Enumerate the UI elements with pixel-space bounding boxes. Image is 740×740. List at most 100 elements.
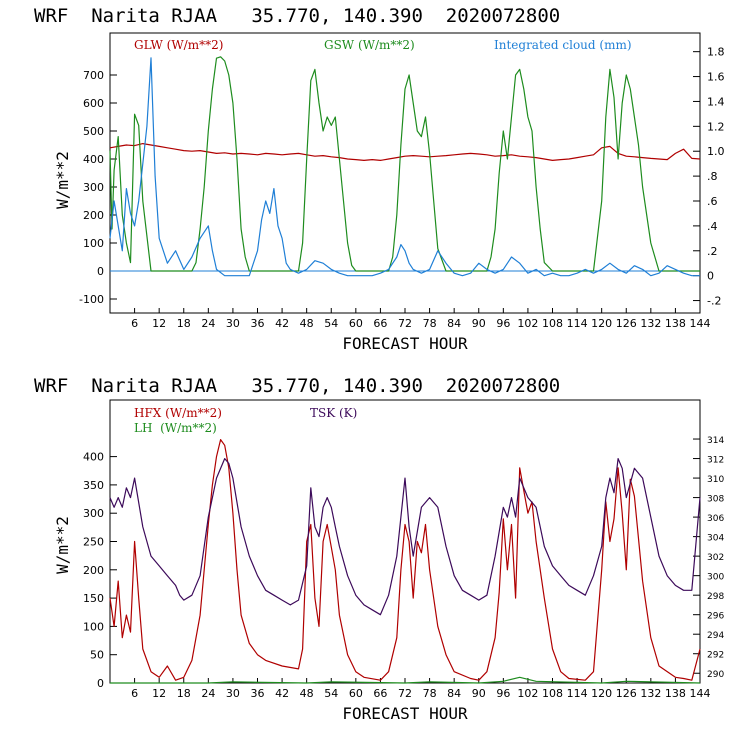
y-tick-label: 200 xyxy=(83,564,104,577)
series-lines-2 xyxy=(109,439,701,684)
y-axis-left-ticks-2: 0 50 100 150 200 250 300 350 400 xyxy=(83,451,117,690)
y2-tick-label: .4 xyxy=(707,220,718,233)
x-tick-label: 48 xyxy=(300,687,314,700)
series-line-tsk xyxy=(109,458,701,616)
y2-tick-label: 306 xyxy=(707,514,724,524)
y-tick-label: 100 xyxy=(83,620,104,633)
y2-tick-label: .8 xyxy=(707,170,718,183)
legend-cloud: Integrated cloud (mm) xyxy=(494,38,632,52)
y2-tick-label: .2 xyxy=(707,245,718,258)
x-tick-label: 96 xyxy=(496,687,510,700)
y2-tick-label: 314 xyxy=(707,436,724,446)
x-tick-label: 90 xyxy=(472,317,486,330)
panel-1-header: WRF Narita RJAA 35.770, 140.390 20200728… xyxy=(34,5,560,27)
x-tick-label: 72 xyxy=(398,687,412,700)
x-tick-label: 54 xyxy=(324,317,338,330)
y2-tick-label: 294 xyxy=(707,631,724,641)
legend-tsk: TSK (K) xyxy=(310,406,357,420)
x-tick-label: 30 xyxy=(226,317,240,330)
x-tick-label: 72 xyxy=(398,317,412,330)
x-tick-label: 126 xyxy=(616,687,637,700)
y-tick-label: 600 xyxy=(83,97,104,110)
legend-glw: GLW (W/m**2) xyxy=(134,38,223,52)
y2-tick-label: 292 xyxy=(707,651,724,661)
y2-tick-label: 290 xyxy=(707,670,724,680)
x-tick-label: 66 xyxy=(373,687,387,700)
x-tick-label: 126 xyxy=(616,317,637,330)
x-tick-label: 30 xyxy=(226,687,240,700)
x-tick-label: 60 xyxy=(349,317,363,330)
y-tick-label: 300 xyxy=(83,507,104,520)
x-tick-label: 90 xyxy=(472,687,486,700)
x-tick-label: 42 xyxy=(275,687,289,700)
y-tick-label: 50 xyxy=(90,649,104,662)
y2-tick-label: 296 xyxy=(707,612,724,622)
legend-gsw: GSW (W/m**2) xyxy=(324,38,415,52)
y2-tick-label: .6 xyxy=(707,195,718,208)
y-axis-left-ticks-1: -100 0 100 200 300 400 500 600 700 xyxy=(79,69,117,306)
y2-tick-label: 308 xyxy=(707,495,724,505)
legend-lh: LH (W/m**2) xyxy=(134,421,217,435)
x-tick-label: 24 xyxy=(201,687,215,700)
x-tick-label: 120 xyxy=(591,317,612,330)
y2-tick-label: 0 xyxy=(707,270,714,283)
series-line-gsw xyxy=(109,56,700,272)
x-tick-label: 108 xyxy=(542,687,563,700)
series-line-glw xyxy=(109,143,701,161)
x-axis-ticks-1: 6 12 18 24 30 36 42 48 54 60 66 72 78 84 90 96 102 108 114… xyxy=(131,308,711,330)
x-tick-label: 66 xyxy=(373,317,387,330)
y2-tick-label: 310 xyxy=(707,475,724,485)
series-lines-1 xyxy=(109,56,701,277)
x-tick-label: 84 xyxy=(447,317,461,330)
legend-hfx: HFX (W/m**2) xyxy=(134,406,222,420)
x-tick-label: 114 xyxy=(567,317,588,330)
y-tick-label: 400 xyxy=(83,153,104,166)
x-tick-label: 132 xyxy=(640,687,661,700)
x-tick-label: 12 xyxy=(152,687,166,700)
series-line-hfx xyxy=(109,439,701,681)
y-tick-label: 200 xyxy=(83,209,104,222)
x-tick-label: 132 xyxy=(640,317,661,330)
y-tick-label: -100 xyxy=(79,293,104,306)
y2-tick-label: 304 xyxy=(707,534,724,544)
y2-tick-label: 1.2 xyxy=(707,120,725,133)
x-tick-label: 42 xyxy=(275,317,289,330)
x-tick-label: 12 xyxy=(152,317,166,330)
panel-radiation-cloud: WRF Narita RJAA 35.770, 140.390 20200728… xyxy=(34,5,725,353)
x-tick-label: 60 xyxy=(349,687,363,700)
y-tick-label: 700 xyxy=(83,69,104,82)
y-tick-label: 350 xyxy=(83,479,104,492)
y2-tick-label: -.2 xyxy=(707,295,721,308)
x-tick-label: 48 xyxy=(300,317,314,330)
x-tick-label: 102 xyxy=(517,687,538,700)
y2-tick-label: 1.8 xyxy=(707,46,725,59)
y-tick-label: 0 xyxy=(97,265,104,278)
x-tick-label: 36 xyxy=(251,317,265,330)
x-tick-label: 36 xyxy=(251,687,265,700)
y-tick-label: 500 xyxy=(83,125,104,138)
panel-flux-skin-temp: WRF Narita RJAA 35.770, 140.390 20200728… xyxy=(34,375,724,723)
y-tick-label: 400 xyxy=(83,451,104,464)
y2-tick-label: 1.6 xyxy=(707,71,725,84)
x-tick-label: 138 xyxy=(665,687,686,700)
x-tick-label: 84 xyxy=(447,687,461,700)
y-tick-label: 300 xyxy=(83,181,104,194)
x-tick-label: 78 xyxy=(423,687,437,700)
x-tick-label: 78 xyxy=(423,317,437,330)
x-tick-label: 6 xyxy=(131,317,138,330)
y2-tick-label: 1.4 xyxy=(707,95,725,108)
x-tick-label: 24 xyxy=(201,317,215,330)
x-tick-label: 54 xyxy=(324,687,338,700)
x-tick-label: 138 xyxy=(665,317,686,330)
x-axis-label-2: FORECAST HOUR xyxy=(342,704,468,723)
y-tick-label: 250 xyxy=(83,536,104,549)
y2-tick-label: 300 xyxy=(707,573,724,583)
plot-frame-2 xyxy=(109,399,701,684)
x-tick-label: 96 xyxy=(496,317,510,330)
x-tick-label: 108 xyxy=(542,317,563,330)
y-tick-label: 150 xyxy=(83,592,104,605)
y2-tick-label: 1.0 xyxy=(707,145,725,158)
y-axis-right-ticks-1: -.2 0 .2 .4 .6 .8 1.0 1.2 1.4 1.6 1.8 xyxy=(693,46,725,308)
y-axis-right-ticks-2: 290 292 294 296 298 300 302 304 306 308 310 312 314 xyxy=(693,436,724,680)
